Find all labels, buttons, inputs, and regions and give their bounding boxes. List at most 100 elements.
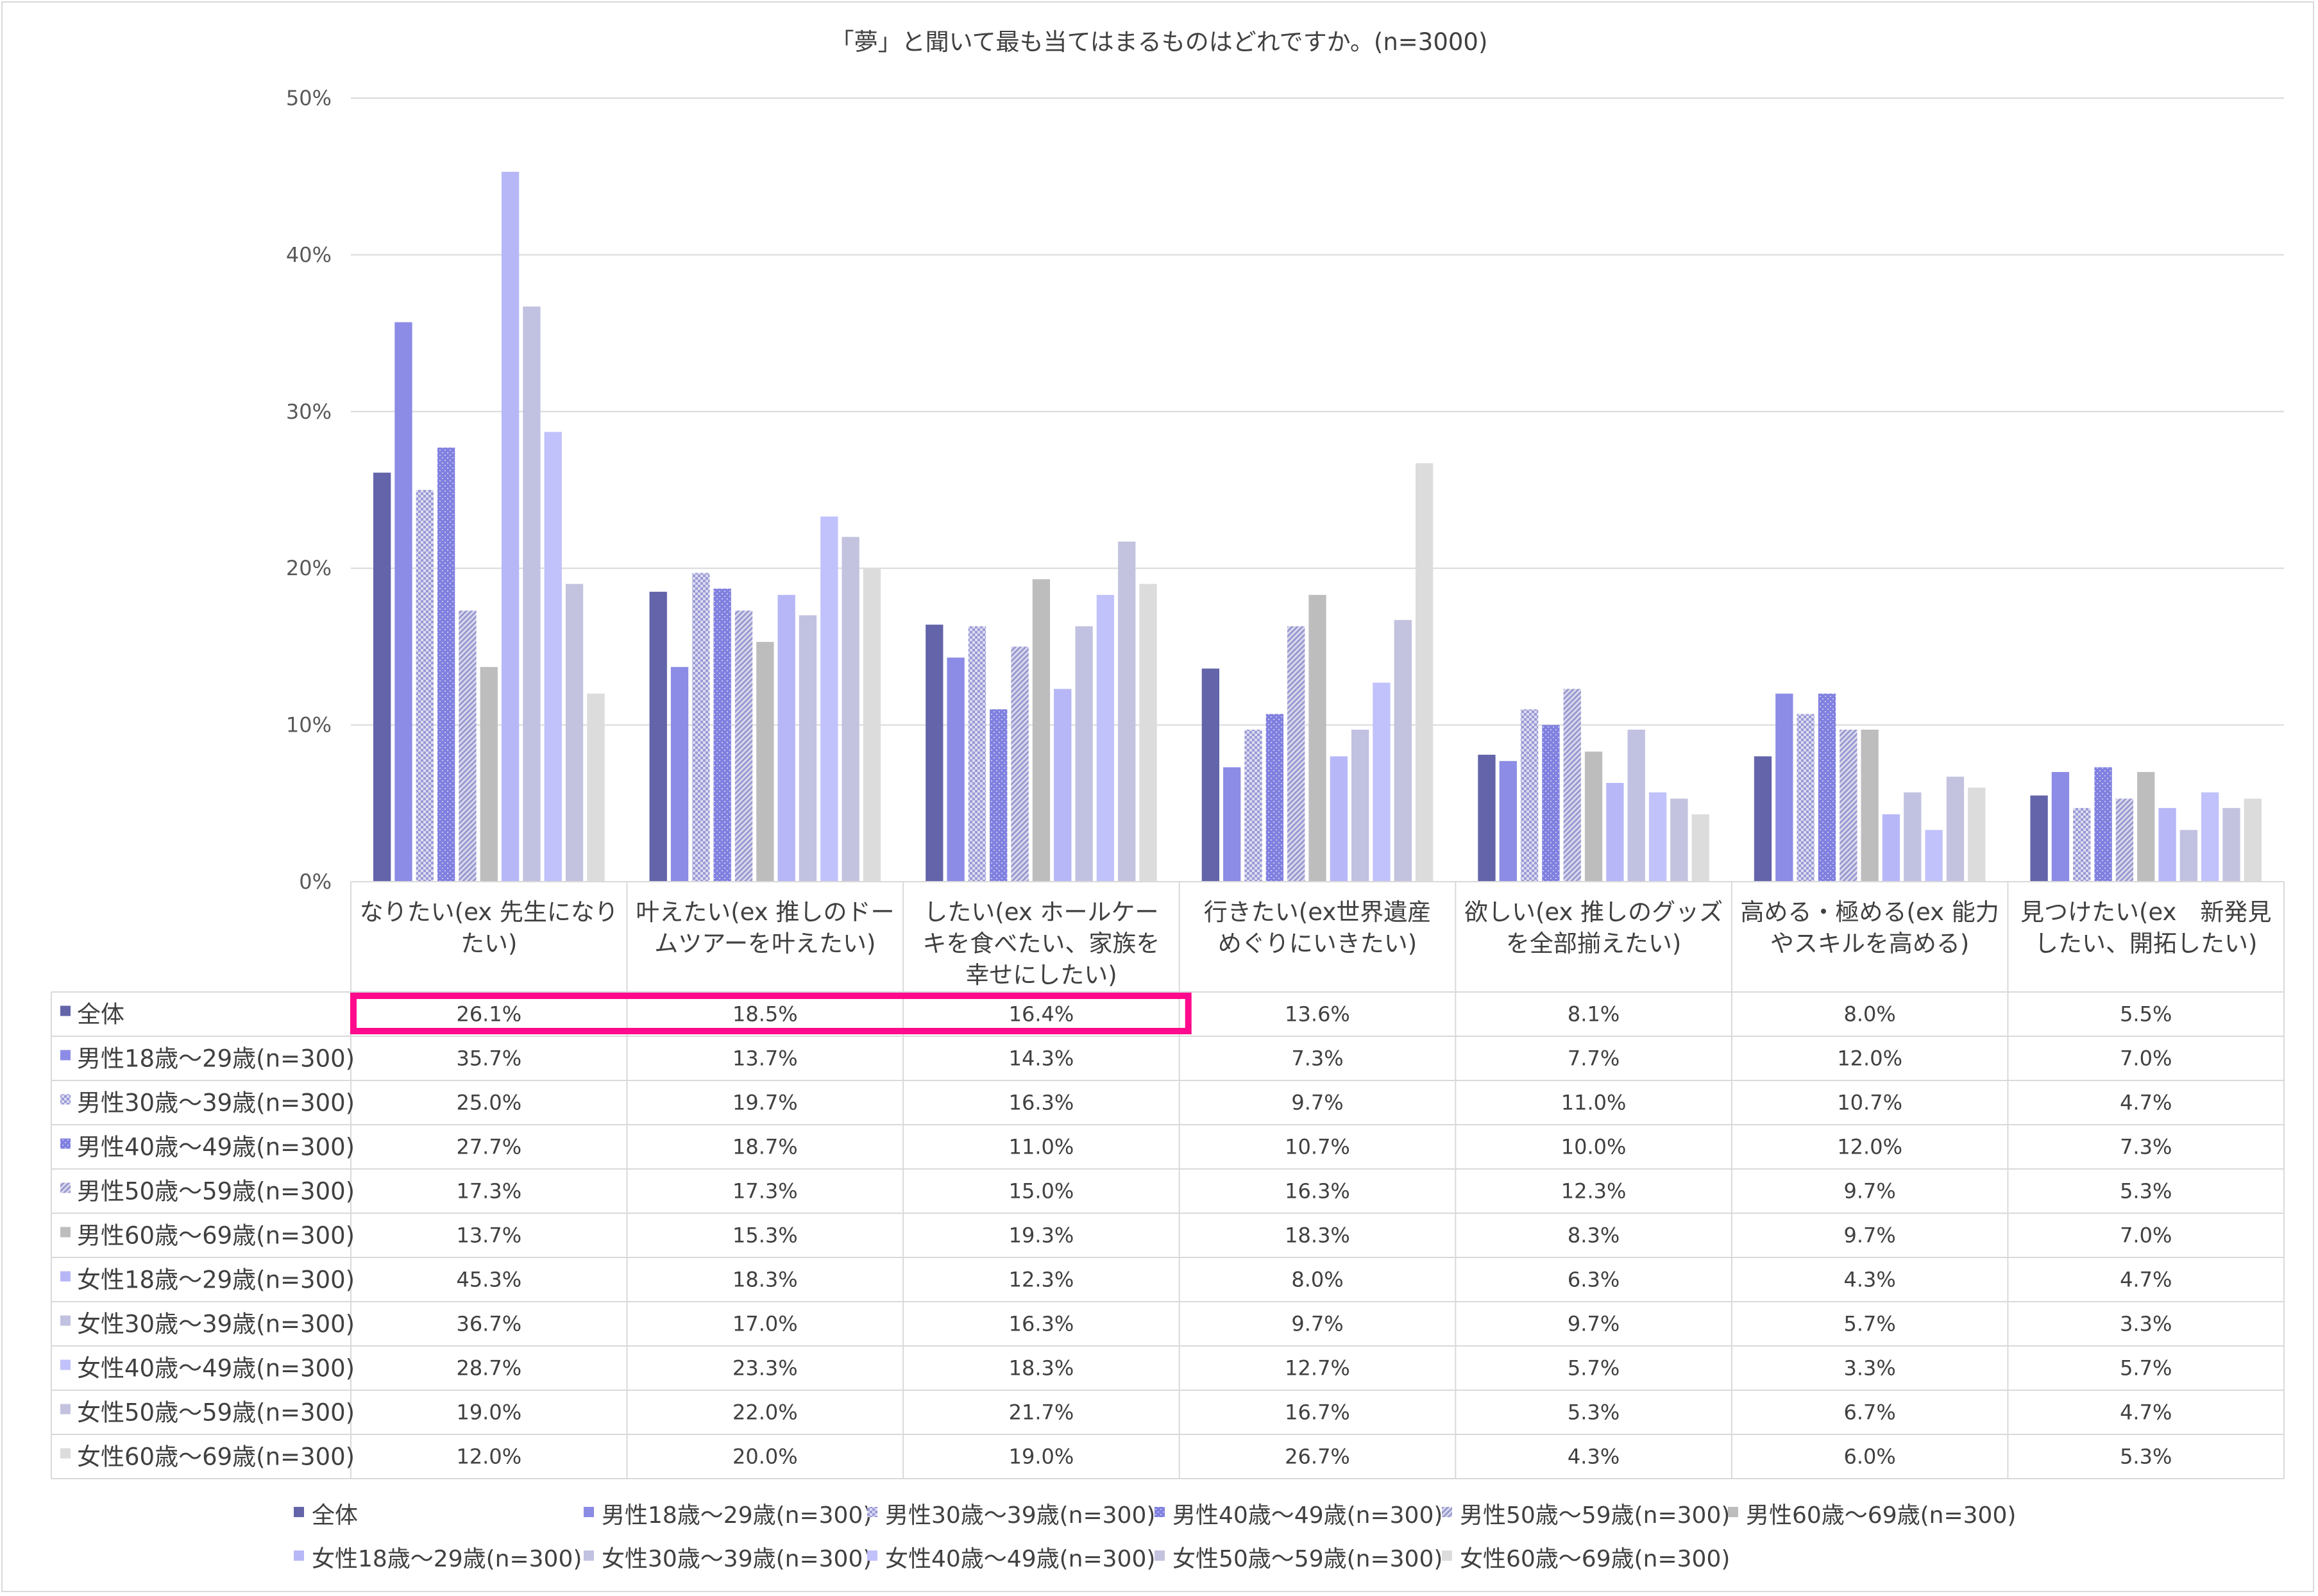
category-label: したい(ex ホールケー xyxy=(924,898,1158,926)
legend-item: 男性40歳～49歳(n=300) xyxy=(1155,1502,1442,1529)
legend-label: 女性60歳～69歳(n=300) xyxy=(1460,1546,1730,1572)
bar xyxy=(1011,646,1029,882)
y-tick-label: 10% xyxy=(286,713,332,737)
bar xyxy=(1946,777,1965,882)
bar xyxy=(501,171,520,882)
category-label: を全部揃えたい) xyxy=(1506,930,1681,957)
bar xyxy=(1223,767,1241,882)
bar xyxy=(947,657,965,882)
bar xyxy=(1691,814,1709,882)
bar xyxy=(2137,771,2155,882)
category-label: キを食べたい、家族を xyxy=(922,930,1160,957)
table-cell-value: 9.7% xyxy=(1568,1312,1620,1336)
bar xyxy=(1351,729,1369,882)
table-cell-value: 20.0% xyxy=(732,1445,798,1469)
table-cell-value: 18.5% xyxy=(732,1002,798,1027)
legend-label: 女性30歳～39歳(n=300) xyxy=(602,1546,872,1572)
legend: 全体 男性18歳～29歳(n=300) 男性30歳～39歳(n=300) 男性40歳～… xyxy=(294,1502,2016,1572)
category-label: やスキルを高める) xyxy=(1770,930,1969,957)
bar xyxy=(1670,798,1688,882)
bar xyxy=(1968,787,1986,882)
table-cell-value: 9.7% xyxy=(1291,1312,1343,1336)
table-cell-value: 19.7% xyxy=(732,1091,798,1115)
bar xyxy=(1054,689,1072,882)
bar xyxy=(459,610,477,882)
table-cell-value: 9.7% xyxy=(1291,1091,1343,1115)
bar xyxy=(1287,626,1305,882)
bar xyxy=(1373,682,1391,882)
table-cell-value: 8.3% xyxy=(1568,1223,1620,1248)
row-label: 男性18歳～29歳(n=300) xyxy=(77,1045,355,1073)
table-cell-value: 5.3% xyxy=(1568,1400,1620,1425)
bar xyxy=(1499,760,1517,882)
table-cell-value: 23.3% xyxy=(732,1356,798,1381)
bar xyxy=(1075,626,1093,882)
table-cell-value: 26.1% xyxy=(456,1002,521,1027)
table-cell-value: 16.3% xyxy=(1009,1091,1074,1115)
legend-swatch xyxy=(1728,1507,1738,1517)
legend-swatch xyxy=(1442,1507,1452,1517)
row-label: 女性30歳～39歳(n=300) xyxy=(77,1311,355,1338)
bar xyxy=(968,626,986,882)
legend-item: 女性40歳～49歳(n=300) xyxy=(867,1546,1155,1572)
bar xyxy=(649,591,667,882)
legend-item: 女性50歳～59歳(n=300) xyxy=(1155,1546,1442,1572)
bar xyxy=(2030,795,2048,882)
bar xyxy=(480,667,498,882)
table-cell-value: 7.3% xyxy=(2120,1135,2172,1159)
table-cell-value: 4.7% xyxy=(2120,1400,2172,1425)
table-cell-value: 28.7% xyxy=(456,1356,521,1381)
legend-item: 女性60歳～69歳(n=300) xyxy=(1442,1546,1730,1572)
legend-swatch xyxy=(584,1507,594,1517)
category-label: たい) xyxy=(461,930,517,957)
row-legend-key xyxy=(60,1182,71,1193)
bar xyxy=(1520,709,1539,882)
legend-swatch xyxy=(1155,1550,1165,1561)
table-cell-value: 6.7% xyxy=(1843,1400,1895,1425)
category-label: なりたい(ex 先生になり xyxy=(360,898,618,926)
table-cell-value: 7.3% xyxy=(1291,1046,1343,1071)
table-cell-value: 16.4% xyxy=(1009,1002,1074,1027)
bars xyxy=(373,171,2262,882)
bar xyxy=(1308,594,1326,882)
table-cell-value: 6.0% xyxy=(1843,1445,1895,1469)
table-cell-value: 5.7% xyxy=(1568,1356,1620,1381)
table-cell-value: 5.3% xyxy=(2120,1445,2172,1469)
row-legend-key xyxy=(60,1094,71,1105)
category-label: 高める・極める(ex 能力 xyxy=(1741,898,1999,926)
category-label: めぐりにいきたい) xyxy=(1218,930,1417,957)
table-cell-value: 25.0% xyxy=(456,1091,521,1115)
row-legend-key xyxy=(60,1404,71,1415)
table-cell-value: 10.7% xyxy=(1837,1091,1902,1115)
row-label: 女性50歳～59歳(n=300) xyxy=(77,1399,355,1427)
y-tick-label: 20% xyxy=(286,556,332,580)
legend-item: 男性60歳～69歳(n=300) xyxy=(1728,1502,2016,1529)
table-cell-value: 15.3% xyxy=(732,1223,798,1248)
bar xyxy=(670,667,689,882)
bar xyxy=(2115,798,2134,882)
legend-label: 男性40歳～49歳(n=300) xyxy=(1172,1502,1442,1529)
bar xyxy=(1627,729,1645,882)
table-cell-value: 3.3% xyxy=(1843,1356,1895,1381)
table-cell-value: 6.3% xyxy=(1568,1268,1620,1292)
legend-swatch xyxy=(294,1550,304,1561)
table-cell-value: 7.7% xyxy=(1568,1046,1620,1071)
row-label: 全体 xyxy=(77,1001,124,1029)
table-cell-value: 15.0% xyxy=(1009,1179,1074,1204)
table-cell-value: 19.3% xyxy=(1009,1223,1074,1248)
table-cell-value: 12.0% xyxy=(1837,1135,1902,1159)
table-cell-value: 12.3% xyxy=(1009,1268,1074,1292)
bar xyxy=(2051,771,2070,882)
bar xyxy=(1139,584,1157,882)
row-label: 女性60歳～69歳(n=300) xyxy=(77,1443,355,1471)
category-label: 欲しい(ex 推しのグッズ xyxy=(1464,898,1723,926)
row-legend-key xyxy=(60,1005,71,1016)
y-axis-tick-labels: 0% 10% 20% 30% 40% 50% xyxy=(286,86,332,894)
bar xyxy=(692,573,710,882)
legend-label: 男性60歳～69歳(n=300) xyxy=(1746,1502,2016,1529)
bar xyxy=(1882,814,1900,882)
table-cell-value: 22.0% xyxy=(732,1400,798,1425)
table-cell-value: 18.7% xyxy=(732,1135,798,1159)
y-tick-label: 50% xyxy=(286,86,332,110)
